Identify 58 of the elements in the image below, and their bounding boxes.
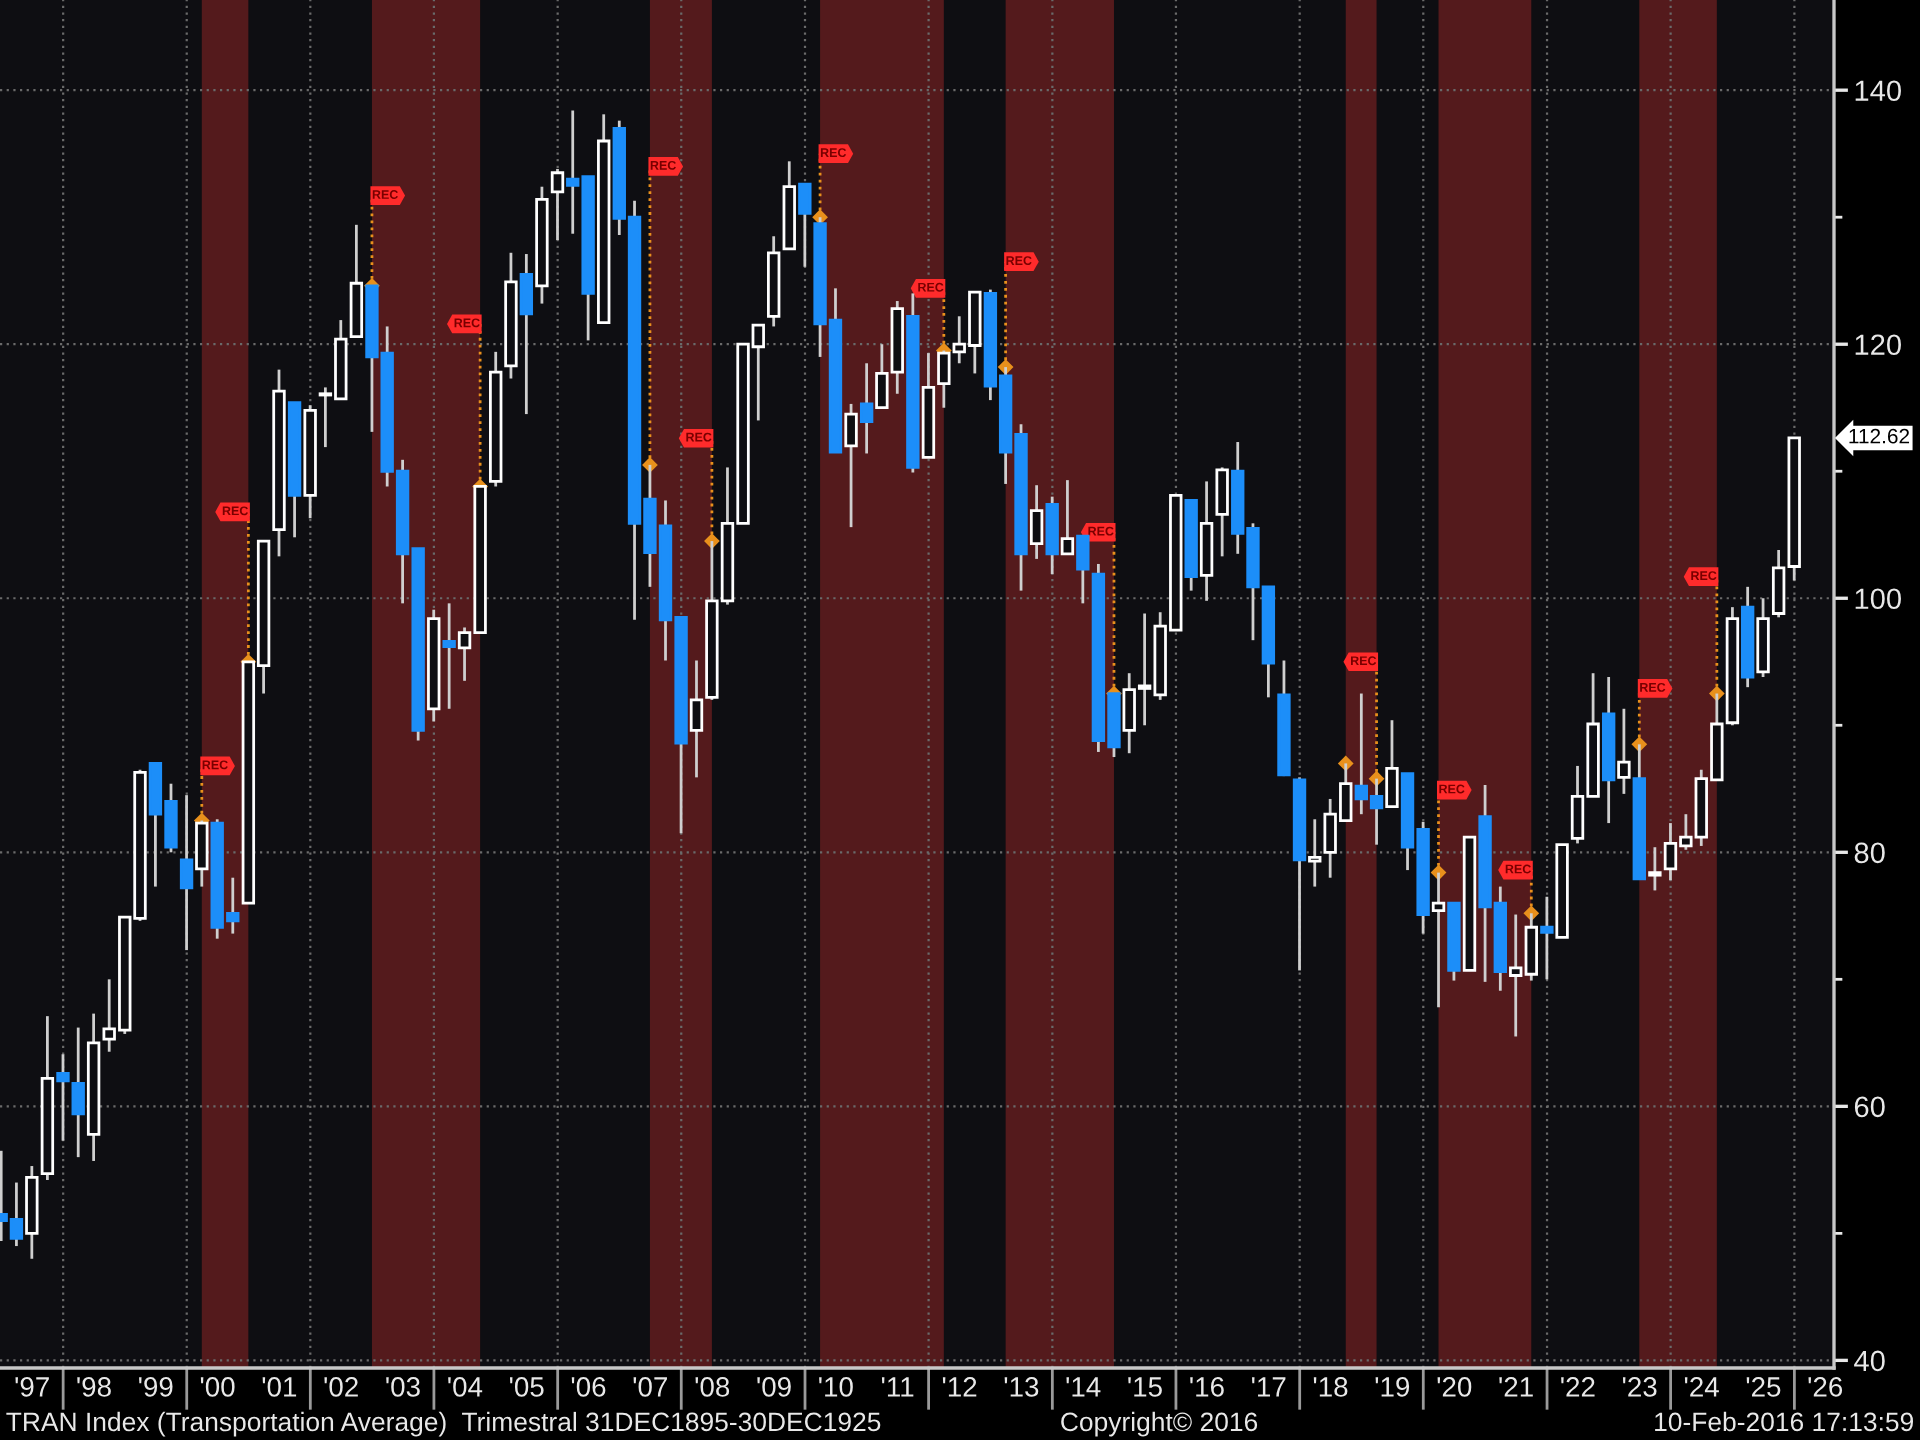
x-tick-label: '06 — [571, 1377, 606, 1397]
y-tick-label: 100 — [1855, 588, 1901, 610]
candlestick — [519, 252, 534, 416]
candlestick — [1060, 478, 1075, 556]
x-tick-label: '98 — [77, 1377, 111, 1397]
y-tick-label: 140 — [1855, 80, 1901, 102]
y-tick-label: 120 — [1855, 334, 1901, 356]
x-tick-label: '11 — [881, 1377, 914, 1397]
x-tick-label: '21 — [1499, 1377, 1533, 1397]
x-tick-label: '09 — [757, 1377, 791, 1397]
y-tick-label: 80 — [1854, 842, 1885, 864]
candlestick — [1076, 534, 1090, 605]
candlestick — [442, 601, 456, 711]
x-tick-label: '97 — [15, 1377, 49, 1397]
x-tick-label: '08 — [695, 1377, 730, 1397]
candlestick — [798, 182, 812, 269]
x-tick-label: '12 — [942, 1377, 977, 1397]
candlestick — [1308, 817, 1322, 888]
x-tick-label: '15 — [1128, 1377, 1162, 1397]
x-tick-label: '20 — [1437, 1377, 1472, 1397]
x-tick-label: '26 — [1808, 1377, 1843, 1397]
x-tick-label: '03 — [386, 1377, 420, 1397]
text: 10-Feb-2016 17:13:59 — [1655, 1411, 1914, 1432]
candlestick — [844, 402, 858, 529]
y-tick-label: 60 — [1854, 1096, 1885, 1118]
candlestick — [56, 1052, 70, 1143]
x-tick-label: '02 — [324, 1377, 358, 1397]
x-tick-label: '00 — [200, 1377, 235, 1397]
x-tick-label: '10 — [819, 1377, 853, 1397]
x-tick-label: '24 — [1684, 1377, 1719, 1397]
x-tick-label: '04 — [448, 1377, 483, 1397]
candlestick — [550, 167, 565, 242]
text: TRAN Index (Transportation Average) Trimestral 31DEC1895-30DEC1925 — [6, 1411, 881, 1437]
candlestick — [1540, 895, 1554, 981]
x-tick-label: '99 — [139, 1377, 173, 1397]
x-tick-label: '19 — [1375, 1377, 1410, 1397]
y-tick-label: 40 — [1854, 1350, 1885, 1372]
x-tick-label: '17 — [1252, 1377, 1286, 1397]
candlestick — [1648, 845, 1662, 892]
x-tick-label: '25 — [1746, 1377, 1781, 1397]
candlestick — [179, 793, 194, 952]
x-tick-label: '18 — [1313, 1377, 1348, 1397]
x-tick-label: '05 — [510, 1377, 544, 1397]
candlestick — [1385, 718, 1399, 808]
candlestick — [1617, 707, 1631, 796]
x-tick-label: '22 — [1561, 1377, 1595, 1397]
x-tick-label: '13 — [1004, 1377, 1039, 1397]
text: 112.62 — [1849, 428, 1910, 444]
candlestick — [71, 1026, 85, 1159]
x-tick-label: '01 — [262, 1377, 297, 1397]
candlestick — [1029, 483, 1044, 561]
x-tick-label: '14 — [1066, 1377, 1101, 1397]
text: Copyright© 2016 — [1061, 1411, 1258, 1437]
candlestick — [1215, 466, 1229, 558]
x-tick-label: '16 — [1190, 1377, 1224, 1397]
candlestick — [859, 361, 874, 455]
x-tick-label: '07 — [633, 1377, 667, 1397]
x-tick-label: '23 — [1622, 1377, 1657, 1397]
